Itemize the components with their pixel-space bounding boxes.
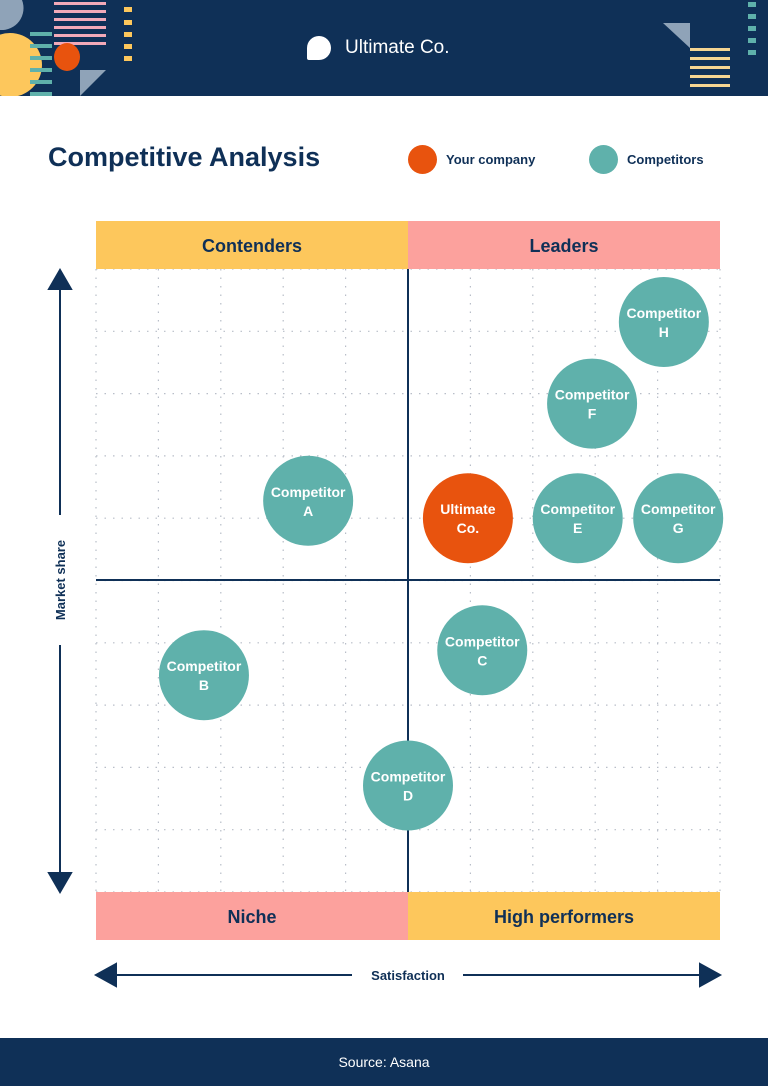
point-label: H xyxy=(659,324,669,340)
orange-dot-icon xyxy=(408,145,437,174)
legend-label: Your company xyxy=(446,152,536,167)
quadrant-label: High performers xyxy=(494,907,634,927)
header-banner: Ultimate Co. xyxy=(0,0,768,97)
point-label: Competitor xyxy=(627,305,702,321)
header-decoration xyxy=(0,0,756,97)
point-label: Competitor xyxy=(371,768,446,784)
y-axis-label: Market share xyxy=(53,540,68,620)
arrow-left-icon xyxy=(93,962,117,988)
point-label: Competitor xyxy=(641,501,716,517)
footer: Source: Asana xyxy=(0,1038,768,1086)
data-point: Competitor H xyxy=(618,276,709,367)
point-label: D xyxy=(403,787,413,803)
point-marker xyxy=(422,473,513,564)
arrow-up-icon xyxy=(47,268,73,290)
point-label: Competitor xyxy=(445,633,520,649)
data-point: Competitor G xyxy=(633,473,724,564)
quadrant-label: Contenders xyxy=(202,236,302,256)
point-label: Competitor xyxy=(540,501,615,517)
arrow-down-icon xyxy=(47,872,73,894)
point-label: C xyxy=(477,652,487,668)
data-point: Competitor E xyxy=(532,473,623,564)
teal-dot-icon xyxy=(589,145,618,174)
page-title: Competitive Analysis xyxy=(48,142,321,172)
legend-competitors: Competitors xyxy=(589,145,704,174)
point-label: Competitor xyxy=(167,658,242,674)
data-point: Competitor A xyxy=(263,455,354,546)
point-label: B xyxy=(199,677,209,693)
data-point: Competitor F xyxy=(547,358,638,449)
point-marker xyxy=(363,740,453,831)
quadrant-header-contenders xyxy=(96,221,408,269)
quadrant-footer-niche xyxy=(96,892,408,940)
arrow-right-icon xyxy=(699,962,723,988)
source-text: Source: Asana xyxy=(338,1054,430,1070)
data-point: Competitor B xyxy=(158,630,249,721)
point-label: Ultimate xyxy=(440,501,495,517)
point-label: F xyxy=(588,406,597,422)
data-point: Ultimate Co. xyxy=(422,473,513,564)
point-label: E xyxy=(573,520,582,536)
quadrant-header-leaders xyxy=(408,221,720,269)
point-label: A xyxy=(303,503,313,519)
point-label: Competitor xyxy=(555,387,630,403)
point-marker xyxy=(633,473,724,564)
brand-logo-icon xyxy=(307,36,331,60)
brand: Ultimate Co. xyxy=(307,36,450,60)
legend-your-company: Your company xyxy=(408,145,535,174)
point-marker xyxy=(618,276,709,367)
data-point: Competitor C xyxy=(437,605,528,696)
quadrant-label: Niche xyxy=(227,907,276,927)
point-marker xyxy=(532,473,623,564)
point-label: Co. xyxy=(457,520,480,536)
x-axis-label: Satisfaction xyxy=(371,968,445,983)
brand-name: Ultimate Co. xyxy=(345,37,450,58)
point-label: Competitor xyxy=(271,484,346,500)
point-marker xyxy=(263,455,354,546)
point-marker xyxy=(547,358,638,449)
point-marker xyxy=(158,630,249,721)
quadrant-chart: Contenders Leaders Niche High performers… xyxy=(47,221,724,988)
quadrant-footer-high-performers xyxy=(408,892,720,940)
data-point: Competitor D xyxy=(363,740,453,831)
quadrant-label: Leaders xyxy=(529,236,598,256)
point-marker xyxy=(437,605,528,696)
legend-label: Competitors xyxy=(627,152,704,167)
point-label: G xyxy=(673,520,684,536)
